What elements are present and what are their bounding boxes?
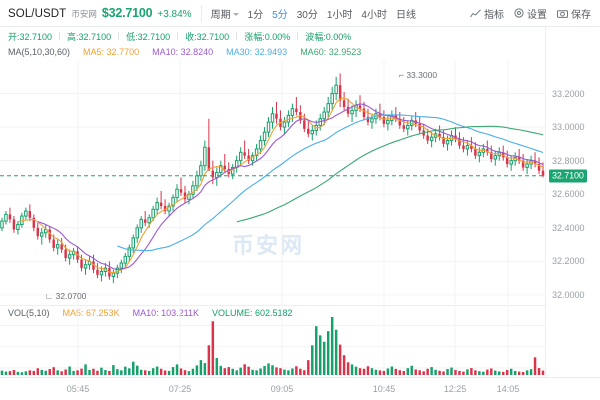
chart-header: SOL/USDT 币安网 $32.7100 +3.84% 周期 1分 5分 30… <box>0 0 600 27</box>
ohlc-open: 开:32.7100 <box>8 31 53 42</box>
ma5-legend: MA5: 32.7700 <box>83 47 140 57</box>
tab-4h[interactable]: 4小时 <box>361 9 387 21</box>
x-tick-0: 05:45 <box>66 384 90 394</box>
ohlc-divider <box>118 32 120 40</box>
save-label: 保存 <box>571 9 591 21</box>
indicators-button[interactable]: 指标 <box>470 6 504 21</box>
period-dropdown[interactable]: 周期 <box>211 6 239 21</box>
indicators-label: 指标 <box>484 9 504 21</box>
tab-1h[interactable]: 1小时 <box>326 9 353 21</box>
period-label: 周期 <box>210 9 231 21</box>
price-y-tick: 32.4000 <box>552 222 585 233</box>
tab-1d[interactable]: 日线 <box>395 9 416 21</box>
ohlc-divider <box>297 32 299 40</box>
save-button[interactable]: 保存 <box>557 6 591 21</box>
tab-5m[interactable]: 5分 <box>272 9 288 21</box>
exchange-watermark: 币安网 <box>232 233 305 258</box>
ohlc-info-row: 开:32.7100 高:32.7100 低:32.7100 收:32.7100 … <box>0 28 600 44</box>
ohlc-low: 低:32.7100 <box>126 31 171 42</box>
indicator-chart-icon <box>470 8 481 17</box>
camera-icon <box>557 9 568 18</box>
volume-chart-pane[interactable]: VOL(5,10) MA5: 67.253K MA10: 103.211K VO… <box>0 305 600 377</box>
tab-1m[interactable]: 1分 <box>247 9 264 21</box>
ma-legend-title: MA(5,10,30,60) <box>8 47 71 57</box>
price-y-tick: 33.0000 <box>552 122 585 133</box>
ohlc-divider <box>59 32 61 40</box>
price-y-tick: 32.0000 <box>552 289 585 300</box>
vol-ma5-legend: MA5: 67.253K <box>62 307 120 318</box>
ma60-legend: MA60: 32.9523 <box>300 47 362 57</box>
settings-label: 设置 <box>527 9 547 21</box>
settings-button[interactable]: 设置 <box>514 6 547 21</box>
symbol-block: SOL/USDT 币安网 $32.7100 +3.84% <box>0 6 192 20</box>
ohlc-divider <box>177 32 179 40</box>
ohlc-amplitude: 波幅:0.00% <box>305 31 352 42</box>
header-divider-1 <box>200 4 202 22</box>
ma-legend-row: MA(5,10,30,60) MA5: 32.7700 MA10: 32.824… <box>0 45 600 59</box>
ohlc-change: 涨幅:0.00% <box>244 31 291 42</box>
change-percent: +3.84% <box>157 9 192 20</box>
x-tick-3: 10:45 <box>372 384 396 394</box>
header-tools: 指标 设置 保存 <box>470 6 600 21</box>
ohlc-divider <box>236 32 238 40</box>
timeframe-bar: 周期 1分 5分 30分 1小时 4小时 日线 <box>211 6 416 21</box>
high-price-annotation: ⌐ 33.3000 <box>399 70 438 80</box>
price-y-tick: 32.8000 <box>552 155 585 166</box>
tab-30m[interactable]: 30分 <box>296 9 318 21</box>
price-y-tick: 32.6000 <box>552 189 585 200</box>
exchange-name: 币安网 <box>71 9 97 19</box>
low-price-annotation: ∟ 32.0700 <box>45 291 87 301</box>
x-tick-1: 07:25 <box>168 384 192 394</box>
time-axis: 05:45 07:25 09:05 10:45 12:25 14:05 <box>0 377 600 400</box>
current-price-badge: 32.7100 <box>549 169 587 183</box>
x-tick-4: 12:25 <box>443 384 467 394</box>
chevron-down-icon <box>232 12 239 16</box>
volume-legend-row: VOL(5,10) MA5: 67.253K MA10: 103.211K VO… <box>0 306 600 319</box>
price-chart-pane[interactable]: 币安网 33.2000 33.0000 32.8000 32.6000 32.4000 3… <box>0 60 600 305</box>
ma30-legend: MA30: 32.9493 <box>226 47 288 57</box>
price-y-tick: 33.2000 <box>552 88 585 99</box>
x-tick-5: 14:05 <box>496 384 520 394</box>
candlestick-plot <box>0 60 545 305</box>
gear-icon <box>514 8 524 18</box>
last-price: $32.7100 <box>101 6 153 20</box>
ma10-legend: MA10: 32.8240 <box>152 47 214 57</box>
vol-legend-title: VOL(5,10) <box>8 307 50 318</box>
vol-value-legend: VOLUME: 602.5182 <box>211 307 293 318</box>
volume-pane-border <box>0 305 545 306</box>
x-tick-2: 09:05 <box>270 384 294 394</box>
price-y-tick: 32.2000 <box>552 256 585 267</box>
price-axis-divider <box>545 27 546 377</box>
volume-bar-plot <box>0 305 545 377</box>
symbol-name: SOL/USDT <box>8 8 67 20</box>
ohlc-high: 高:32.7100 <box>67 31 112 42</box>
ohlc-close: 收:32.7100 <box>185 31 230 42</box>
vol-ma10-legend: MA10: 103.211K <box>132 307 199 318</box>
